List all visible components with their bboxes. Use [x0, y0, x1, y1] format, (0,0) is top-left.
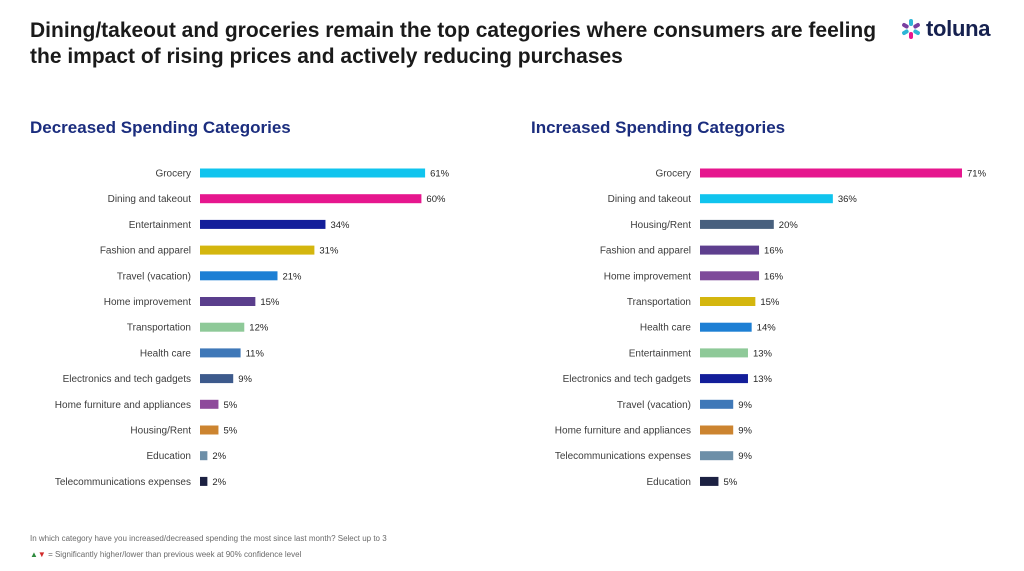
decreased-value-label: 34%: [330, 220, 350, 231]
decreased-category-label: Education: [147, 451, 191, 462]
increased-value-label: 13%: [753, 374, 773, 385]
increased-category-label: Grocery: [655, 169, 691, 180]
toluna-logo: toluna: [900, 16, 991, 42]
decreased-bar: [200, 168, 426, 178]
decreased-category-label: Travel (vacation): [117, 271, 191, 282]
increased-bar: [700, 374, 748, 384]
increased-bar: [700, 399, 734, 409]
increased-value-label: 16%: [764, 271, 784, 282]
decreased-bar: [200, 219, 326, 229]
footer-note: ▲▼ = Significantly higher/lower than pre…: [30, 550, 301, 559]
increased-category-label: Home furniture and appliances: [555, 426, 691, 437]
increased-value-label: 14%: [757, 323, 777, 334]
increased-value-label: 71%: [967, 169, 987, 180]
increased-bar: [700, 322, 752, 332]
increased-bar: [700, 425, 734, 435]
increased-bar: [700, 348, 748, 358]
increased-category-label: Housing/Rent: [630, 220, 691, 231]
decreased-category-label: Fashion and apparel: [100, 246, 191, 257]
decreased-value-label: 60%: [426, 194, 446, 205]
increased-bar: [700, 271, 760, 281]
decreased-value-label: 31%: [319, 246, 339, 257]
increased-category-label: Entertainment: [629, 348, 691, 359]
decreased-value-label: 11%: [246, 348, 265, 359]
footer-note-text: = Significantly higher/lower than previo…: [45, 550, 302, 559]
decreased-value-label: 2%: [212, 451, 226, 462]
decreased-bar: [200, 374, 234, 384]
asterisk-logo-icon: [902, 19, 920, 39]
decreased-category-label: Health care: [140, 348, 192, 359]
increased-category-label: Fashion and apparel: [600, 246, 691, 257]
decreased-category-label: Dining and takeout: [108, 194, 192, 205]
increased-value-label: 9%: [738, 451, 752, 462]
decreased-category-label: Electronics and tech gadgets: [63, 374, 191, 385]
decreased-bar: [200, 451, 208, 461]
page-title: Dining/takeout and groceries remain the …: [30, 19, 877, 68]
decreased-bar: [200, 322, 245, 332]
decreased-value-label: 5%: [223, 400, 237, 411]
increased-bar: [700, 245, 760, 255]
decreased-value-label: 2%: [212, 477, 226, 488]
decreased-value-label: 61%: [430, 169, 450, 180]
decreased-category-label: Grocery: [155, 169, 191, 180]
increased-category-label: Travel (vacation): [617, 400, 691, 411]
increased-category-label: Dining and takeout: [608, 194, 692, 205]
increased-bar: [700, 297, 756, 306]
logo-text: toluna: [926, 16, 991, 41]
decreased-category-label: Entertainment: [129, 220, 191, 231]
decreased-category-label: Housing/Rent: [130, 426, 191, 437]
decreased-bar: [200, 245, 315, 255]
arrow-up-icon: ▲: [30, 550, 38, 559]
increased-value-label: 20%: [779, 220, 799, 231]
decreased-value-label: 15%: [260, 297, 280, 308]
decreased-value-label: 12%: [249, 323, 269, 334]
increased-bar: [700, 476, 719, 486]
decreased-bar: [200, 297, 256, 306]
increased-value-label: 16%: [764, 246, 784, 257]
increased-category-label: Home improvement: [604, 271, 691, 282]
increased-bar: [700, 194, 833, 204]
increased-value-label: 13%: [753, 348, 773, 359]
decreased-spending-chart: Grocery 61% Dining and takeout 60% Entertain…: [55, 168, 450, 488]
decreased-bar: [200, 194, 422, 204]
decreased-category-label: Home improvement: [104, 297, 191, 308]
footer-question: In which category have you increased/dec…: [30, 534, 387, 543]
increased-value-label: 36%: [838, 194, 858, 205]
decreased-bar: [200, 348, 241, 358]
increased-bar: [700, 451, 734, 461]
increased-value-label: 9%: [738, 426, 752, 437]
increased-category-label: Health care: [640, 323, 692, 334]
decreased-category-label: Transportation: [127, 323, 191, 334]
decreased-category-label: Telecommunications expenses: [55, 477, 191, 488]
arrow-down-icon: ▼: [37, 550, 46, 559]
increased-value-label: 15%: [760, 297, 780, 308]
decreased-value-label: 21%: [282, 271, 302, 282]
decreased-value-label: 9%: [238, 374, 252, 385]
increased-category-label: Telecommunications expenses: [555, 451, 691, 462]
increased-bar: [700, 168, 962, 178]
increased-spending-chart: Grocery 71% Dining and takeout 36% Housing/R…: [555, 168, 987, 488]
decreased-bar: [200, 271, 278, 281]
increased-bar: [700, 219, 774, 229]
increased-chart-title: Increased Spending Categories: [531, 118, 786, 137]
decreased-bar: [200, 476, 208, 486]
increased-category-label: Electronics and tech gadgets: [563, 374, 691, 385]
increased-value-label: 5%: [723, 477, 737, 488]
increased-value-label: 9%: [738, 400, 752, 411]
decreased-category-label: Home furniture and appliances: [55, 400, 191, 411]
decreased-bar: [200, 425, 219, 435]
increased-category-label: Education: [647, 477, 691, 488]
decreased-value-label: 5%: [223, 426, 237, 437]
decreased-chart-title: Decreased Spending Categories: [30, 118, 291, 137]
increased-category-label: Transportation: [627, 297, 691, 308]
decreased-bar: [200, 399, 219, 409]
